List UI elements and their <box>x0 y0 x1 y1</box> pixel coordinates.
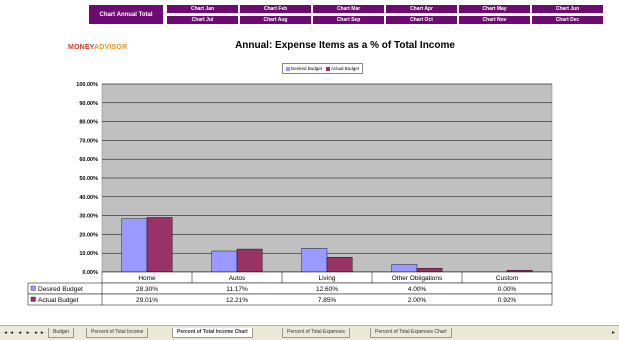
tab-scroll-arrows[interactable]: ◄◄ ◄ ► ►► <box>3 330 46 336</box>
bar-actual-budget <box>326 257 353 273</box>
category-label: Custom <box>496 275 518 282</box>
horizontal-scroll-right-icon[interactable]: ▸ <box>611 330 615 336</box>
legend-label-actual: Actual Budget <box>331 66 360 71</box>
category-label: Home <box>138 275 156 282</box>
sheet-tab[interactable]: Percent of Total Expenses <box>282 328 350 338</box>
chart-month-button[interactable]: Chart Sep <box>312 15 385 25</box>
sheet-tab[interactable]: Percent of Total Income <box>86 328 149 338</box>
chart-month-button[interactable]: Chart Nov <box>458 15 531 25</box>
logo-part-advisor: ADVISOR <box>94 44 128 51</box>
category-label: Living <box>319 275 336 282</box>
chart-month-button[interactable]: Chart Jan <box>166 4 239 14</box>
chart-month-button[interactable]: Chart Jun <box>531 4 604 14</box>
chart-month-button[interactable]: Chart Feb <box>239 4 312 14</box>
data-value-label: 12.60% <box>316 286 338 293</box>
y-tick-label: 0.00% <box>82 270 98 276</box>
chart-month-button[interactable]: Chart Oct <box>385 15 458 25</box>
y-tick-label: 50.00% <box>79 176 98 182</box>
category-label: Autos <box>229 275 246 282</box>
chart-month-button[interactable]: Chart Apr <box>385 4 458 14</box>
chart-title: Annual: Expense Items as a % of Total In… <box>235 40 455 51</box>
money-advisor-logo: MONEYADVISOR <box>68 44 127 51</box>
y-tick-label: 30.00% <box>79 214 98 220</box>
chart-month-button[interactable]: Chart Mar <box>312 4 385 14</box>
sheet-tab[interactable]: Budget <box>48 328 74 338</box>
bar-desired-budget <box>391 264 418 273</box>
data-value-label: 28.30% <box>136 286 158 293</box>
sheet-tab-bar: ◄◄ ◄ ► ►► Budget Percent of Total Income P… <box>0 325 619 340</box>
chart-month-button[interactable]: Chart May <box>458 4 531 14</box>
y-tick-label: 60.00% <box>79 157 98 163</box>
table-row <box>27 282 553 295</box>
bar-actual-budget <box>416 268 443 273</box>
table-legend-key <box>30 285 36 291</box>
data-value-label: 4.00% <box>408 286 427 293</box>
chart-month-button[interactable]: Chart Jul <box>166 15 239 25</box>
bar-desired-budget <box>301 248 328 273</box>
y-tick-label: 10.00% <box>79 251 98 257</box>
data-value-label: 12.21% <box>226 297 248 304</box>
sheet-tab[interactable]: Percent of Total Income Chart <box>172 328 253 338</box>
chart-month-button[interactable]: Chart Dec <box>531 15 604 25</box>
bar-desired-budget <box>121 218 148 273</box>
y-tick-label: 70.00% <box>79 138 98 144</box>
y-tick-label: 90.00% <box>79 101 98 107</box>
table-legend-key <box>30 296 36 302</box>
bar-actual-budget <box>236 248 263 273</box>
data-value-label: 11.17% <box>226 286 248 293</box>
bar-actual-budget <box>506 270 533 273</box>
chart-legend: Desired Budget Actual Budget <box>282 63 364 74</box>
legend-swatch-desired <box>286 66 290 71</box>
series-name-label: Desired Budget <box>38 286 83 293</box>
data-value-label: 2.00% <box>408 297 427 304</box>
data-value-label: 0.00% <box>498 286 517 293</box>
logo-part-money: MONEY <box>68 44 95 51</box>
y-axis: 0.00% 10.00% 20.00% 30.00% 40.00% 50.00% 60.00… <box>76 82 98 276</box>
data-value-label: 29.01% <box>136 297 158 304</box>
legend-item-actual: Actual Budget <box>326 66 359 71</box>
y-tick-label: 40.00% <box>79 195 98 201</box>
y-tick-label: 80.00% <box>79 120 98 126</box>
chart-navigation: Chart Annual Total Chart Jan Chart Feb Cha… <box>88 4 604 25</box>
data-table: Home Autos Living Other Obligations Custom De… <box>27 271 553 306</box>
legend-item-desired: Desired Budget <box>286 66 322 71</box>
table-row <box>27 293 553 306</box>
y-tick-label: 100.00% <box>76 82 98 88</box>
sheet-tab[interactable]: Percent of Total Expenses Chart <box>370 328 452 338</box>
bar-chart: 0.00% 10.00% 20.00% 30.00% 40.00% 50.00% 60.00… <box>27 82 553 306</box>
bar-actual-budget <box>146 217 173 273</box>
data-value-label: 7.85% <box>318 297 337 304</box>
category-label: Other Obligations <box>392 275 443 282</box>
bars <box>121 217 533 273</box>
chart-annual-total-button[interactable]: Chart Annual Total <box>88 4 164 25</box>
legend-label-desired: Desired Budget <box>291 66 323 71</box>
data-value-label: 0.92% <box>498 297 517 304</box>
legend-swatch-actual <box>326 66 331 71</box>
series-name-label: Actual Budget <box>38 297 79 304</box>
y-tick-label: 20.00% <box>79 232 98 238</box>
chart-month-button[interactable]: Chart Aug <box>239 15 312 25</box>
bar-desired-budget <box>211 250 238 273</box>
